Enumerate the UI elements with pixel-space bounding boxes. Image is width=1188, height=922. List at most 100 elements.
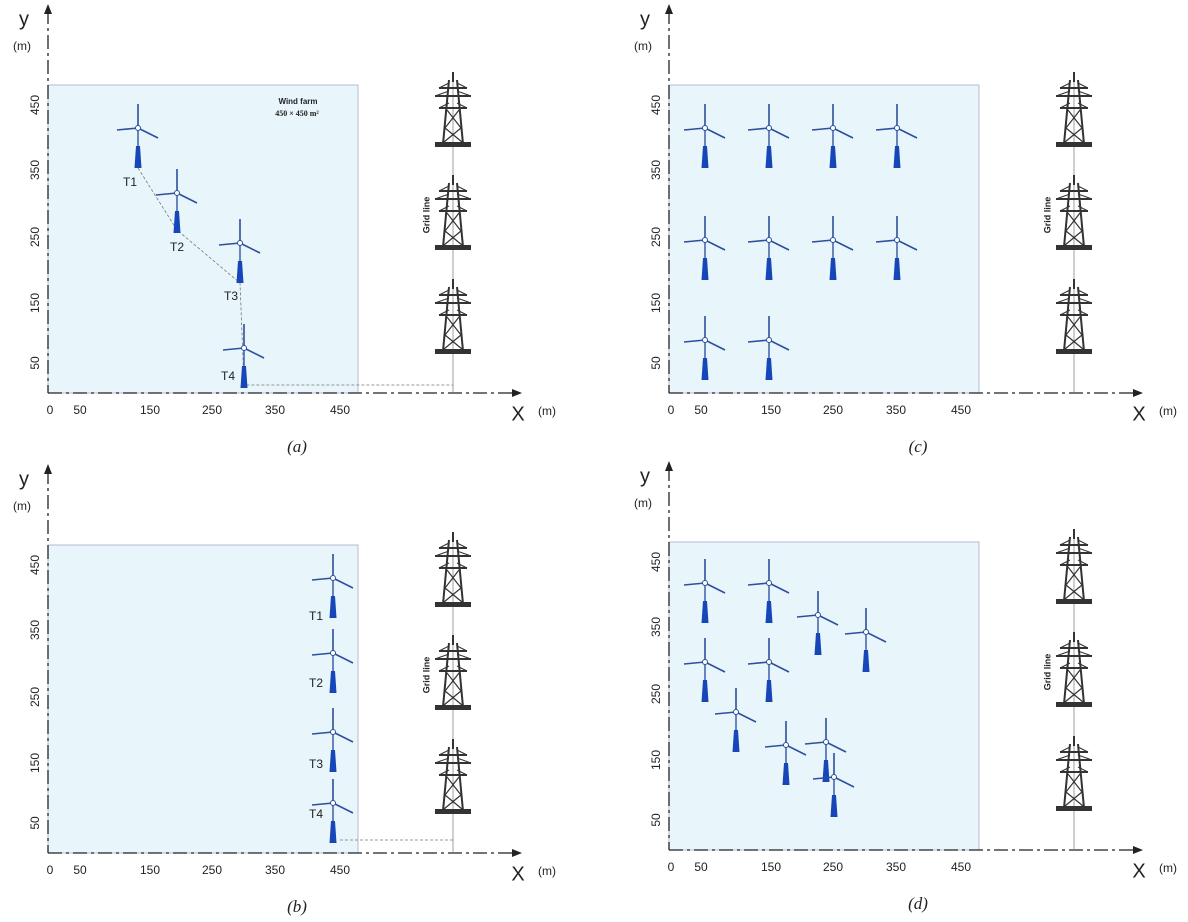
pylon-bracing	[1064, 773, 1084, 807]
pylon-arm-brace	[1077, 642, 1089, 649]
pylon-arm-brace	[1059, 205, 1071, 212]
turbine-tower	[236, 261, 244, 283]
pylon-arm-brace	[1077, 82, 1089, 89]
turbine-blade	[896, 127, 918, 139]
pylon-bracing	[443, 672, 463, 706]
x-tick-label: 0	[668, 860, 675, 874]
turbine-hub	[783, 742, 789, 748]
y-tick-label: 250	[28, 227, 42, 247]
x-label: X	[1132, 403, 1145, 425]
farm-label: Wind farm	[278, 97, 317, 106]
turbine-tower	[329, 596, 337, 618]
turbine-blade	[332, 652, 354, 664]
y-arrow	[44, 464, 52, 474]
wind-turbine	[804, 718, 847, 782]
turbine-blade	[812, 776, 835, 780]
turbine-tower	[829, 258, 837, 280]
pylon-arm-brace	[1059, 539, 1071, 546]
pylon-arm-brace	[1059, 642, 1071, 649]
wind-turbine	[811, 104, 854, 168]
turbine-blade	[747, 661, 770, 665]
turbine-blade	[875, 127, 898, 131]
x-tick-label: 450	[951, 403, 971, 417]
pylon	[1055, 175, 1093, 250]
pylon-arm-brace	[1077, 193, 1093, 200]
turbine-blade	[704, 582, 726, 594]
y-label: y	[640, 465, 650, 487]
turbine-blade	[844, 631, 867, 635]
pylon-arm-brace	[1077, 297, 1093, 304]
turbine-blade	[768, 339, 790, 351]
turbine-hub	[702, 237, 708, 243]
pylon-arm-brace	[1059, 746, 1071, 753]
turbine-tower	[765, 358, 773, 380]
turbine-blade	[311, 802, 334, 806]
turbine-blade	[811, 127, 834, 131]
wind-farm-area	[668, 84, 980, 394]
turbine-hub	[702, 125, 708, 131]
x-tick-label: 250	[202, 863, 222, 877]
x-tick-label: 150	[761, 860, 781, 874]
pylon-arm-brace	[1077, 205, 1089, 212]
pylon-arm-brace	[1077, 754, 1093, 761]
turbine-blade	[683, 239, 706, 243]
pylon-leg	[442, 642, 450, 708]
turbine-tower	[829, 146, 837, 168]
turbine-blade	[768, 661, 790, 673]
pylon-arm-brace	[456, 769, 468, 776]
panel: y (m) X (m) 450 350 250 150 50 0 50 150 250 350 450 (a)…	[13, 4, 556, 456]
y-tick-label: 350	[649, 617, 663, 637]
turbine-hub	[894, 237, 900, 243]
y-label: y	[640, 8, 650, 30]
x-tick-label: 50	[73, 403, 87, 417]
turbine-hub	[733, 709, 739, 715]
pylon	[434, 635, 472, 710]
x-tick-label: 250	[823, 403, 843, 417]
pylon-leg	[442, 286, 450, 352]
pylon-arm-brace	[1077, 539, 1089, 546]
pylon-arm-brace	[456, 542, 468, 549]
turbine-blade	[704, 661, 726, 673]
turbine-blade	[116, 127, 139, 131]
pylon-arm-brace	[438, 542, 450, 549]
turbine-tower	[701, 146, 709, 168]
pylon-leg	[442, 746, 450, 812]
pylon-arm-brace	[1077, 662, 1089, 669]
y-tick-label: 350	[28, 620, 42, 640]
pylon-arm-brace	[438, 82, 450, 89]
wind-turbine	[155, 169, 198, 233]
pylon-arm-brace	[1077, 547, 1093, 554]
panel: y (m) X (m) 450 350 250 150 50 0 50 150 250 350 450 (d)…	[634, 461, 1177, 913]
pylon-arm-brace	[438, 289, 450, 296]
turbine-tower	[701, 358, 709, 380]
wind-turbine	[844, 608, 887, 672]
y-label: y	[19, 8, 29, 30]
wind-turbine	[683, 638, 726, 702]
x-tick-label: 450	[330, 403, 350, 417]
turbine-tower	[814, 633, 822, 655]
turbine-hub	[330, 729, 336, 735]
y-tick-label: 50	[649, 813, 663, 827]
pylon-arm-brace	[1077, 185, 1089, 192]
turbine-label: T4	[309, 807, 323, 821]
pylon-arm-brace	[438, 309, 450, 316]
turbine-blade	[832, 239, 854, 251]
pylon-arm-brace	[438, 562, 450, 569]
pylon-arm-brace	[1055, 193, 1071, 200]
wind-turbine	[747, 559, 790, 623]
pylon-bracing	[1064, 109, 1084, 143]
pylon-arm-brace	[456, 90, 472, 97]
wind-turbine	[311, 779, 354, 843]
pylon-leg	[1063, 182, 1071, 248]
turbine-label: T1	[123, 175, 137, 189]
pylon-leg	[456, 182, 464, 248]
wind-turbine	[116, 104, 159, 168]
pylon-arm-brace	[438, 102, 450, 109]
y-tick-label: 450	[649, 95, 663, 115]
turbine-blade	[311, 652, 334, 656]
y-tick-label: 450	[28, 555, 42, 575]
pylon-arm-brace	[456, 102, 468, 109]
pylon-bracing	[443, 109, 463, 143]
pylon-arm-brace	[434, 653, 450, 660]
turbine-hub	[766, 237, 772, 243]
